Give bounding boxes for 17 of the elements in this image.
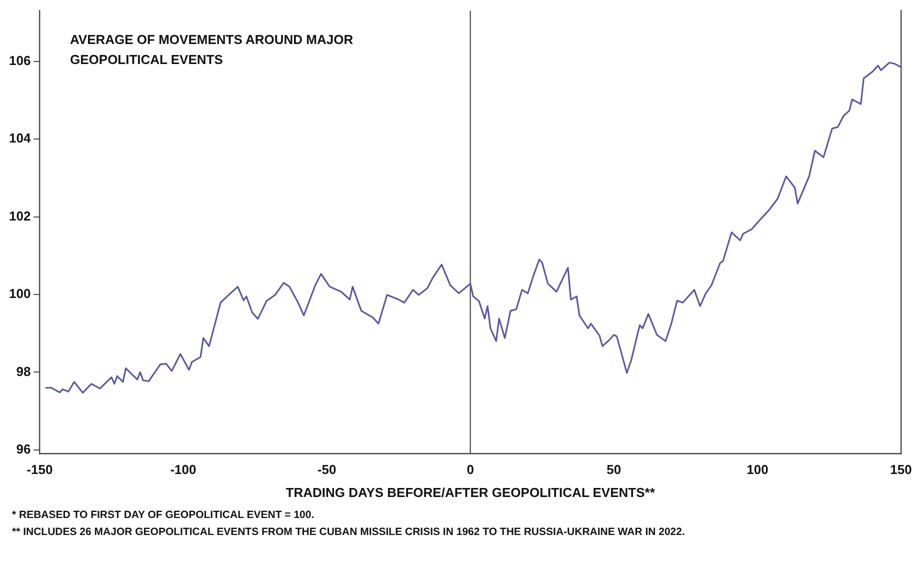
y-tick-label: 106: [8, 52, 31, 68]
y-tick-label: 102: [8, 208, 31, 224]
y-tick-label: 98: [16, 364, 31, 379]
x-tick-label: -150: [26, 462, 53, 478]
y-tick-label: 104: [8, 130, 32, 146]
text: ** INCLUDES 26 MAJOR GEOPOLITICAL EVENTS FROM THE CUBAN MISSILE CRISIS IN 1962 TO THE RUSSIA-UKRAINE WAR IN 2022.: [12, 525, 686, 540]
text: * REBASED TO FIRST DAY OF GEOPOLITICAL EVENT = 100.: [12, 508, 316, 523]
x-tick-label: 100: [746, 462, 768, 478]
y-tick-label: 100: [8, 286, 31, 302]
text: AVERAGE OF MOVEMENTS AROUND MAJOR GEOPOLITICAL EVENTS: [70, 31, 354, 69]
x-tick-label: 0: [466, 462, 474, 478]
x-axis-title: TRADING DAYS BEFORE/AFTER GEOPOLITICAL EVENTS**: [286, 484, 656, 500]
x-tick-label: 150: [890, 462, 912, 478]
x-tick-label: -100: [170, 462, 196, 478]
x-tick-label: -50: [317, 462, 336, 478]
y-tick-label: 96: [16, 441, 31, 456]
x-tick-label: 50: [606, 462, 622, 478]
